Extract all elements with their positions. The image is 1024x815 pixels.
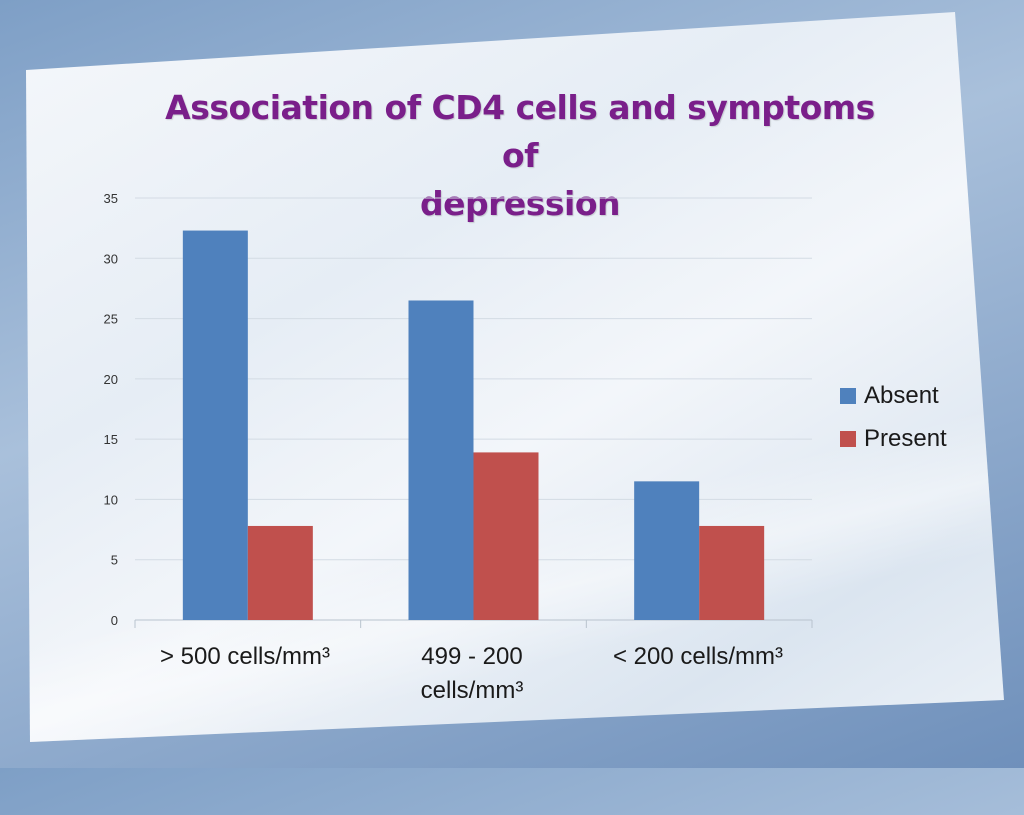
legend-swatch-present — [840, 430, 856, 447]
y-tick-label-10: 10 — [104, 492, 118, 507]
x-category-label-2-line-2: cells/mm³ — [420, 677, 524, 704]
legend-item-present: Present — [840, 417, 947, 460]
x-category-label-2-line-1: 499 - 200 — [421, 643, 523, 670]
legend-label-absent: Absent — [864, 381, 939, 409]
legend-label-present: Present — [864, 424, 947, 452]
bar-present-3 — [699, 525, 765, 620]
y-tick-label-25: 25 — [104, 312, 118, 327]
legend-item-absent: Absent — [840, 374, 947, 417]
x-category-label-2: 499 - 200 cells/mm³ — [362, 640, 582, 708]
x-category-label-1-line-1: > 500 cells/mm³ — [159, 643, 331, 670]
y-tick-label-20: 20 — [104, 372, 118, 387]
bar-chart: 0 5 10 15 20 25 30 35 — [104, 191, 813, 628]
bar-present-2 — [473, 452, 539, 620]
x-category-label-1: > 500 cells/mm³ — [135, 640, 355, 674]
y-tick-label-15: 15 — [104, 432, 118, 447]
bar-absent-2 — [408, 300, 474, 620]
legend: Absent Present — [840, 374, 947, 460]
x-category-label-3: < 200 cells/mm³ — [588, 640, 808, 674]
bar-present-1 — [247, 525, 313, 620]
chart-title: Association of CD4 cells and symptoms of… — [150, 84, 890, 228]
x-category-label-3-line-1: < 200 cells/mm³ — [612, 643, 784, 670]
y-tick-label-30: 30 — [104, 251, 118, 266]
chart-title-line-2: depression — [419, 184, 621, 223]
y-tick-label-0: 0 — [111, 613, 118, 628]
y-tick-label-35: 35 — [104, 191, 118, 206]
bar-absent-1 — [182, 230, 248, 620]
chart-title-line-1: Association of CD4 cells and symptoms of — [165, 88, 875, 175]
y-tick-label-5: 5 — [111, 553, 118, 568]
legend-swatch-absent — [840, 387, 856, 404]
bar-absent-3 — [634, 481, 700, 620]
